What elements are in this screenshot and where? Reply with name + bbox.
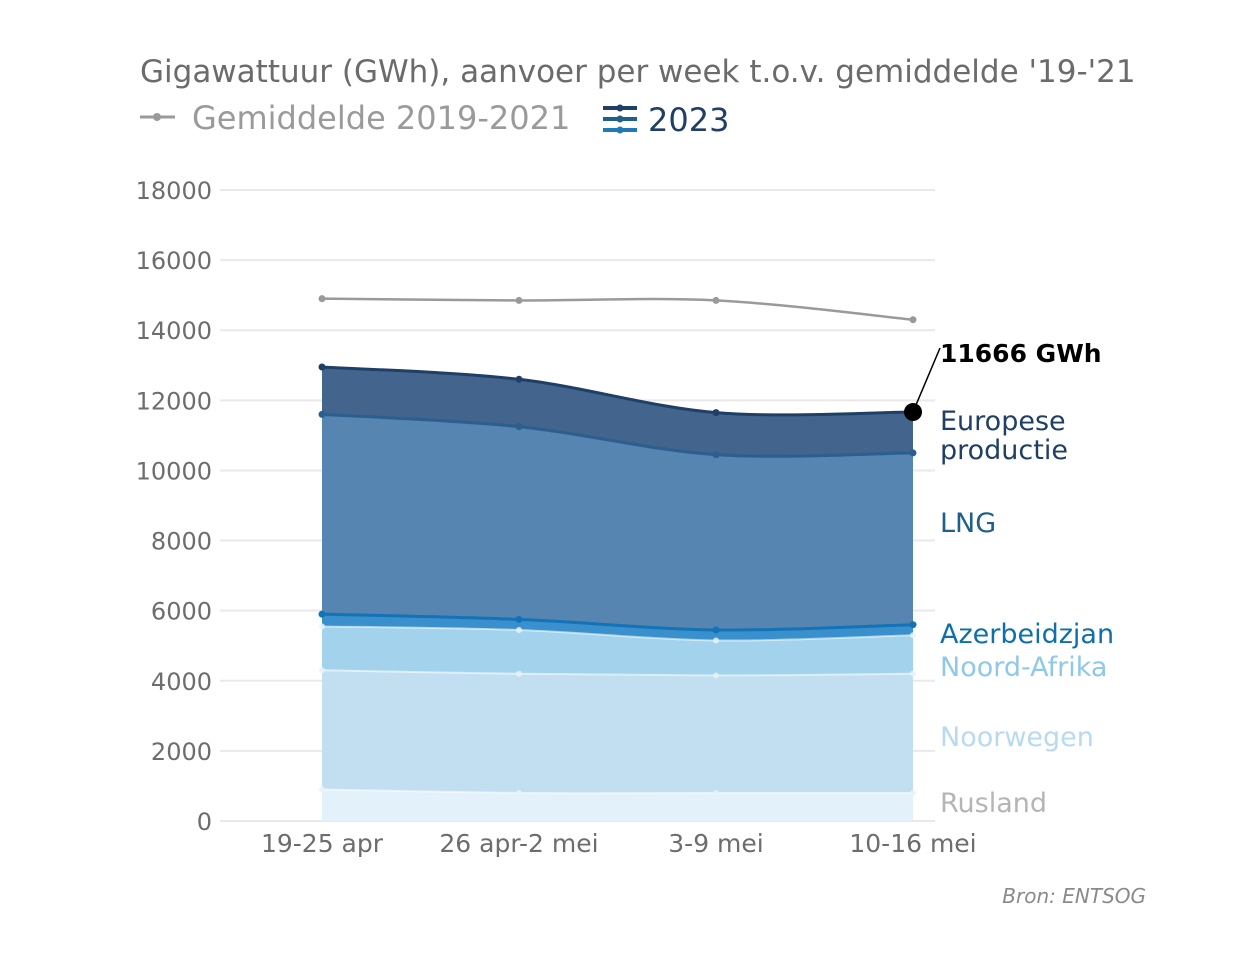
legend-label-average: Gemiddelde 2019-2021 — [192, 99, 570, 137]
legend-swatch-2023-dot-2 — [616, 115, 624, 123]
point-average-3 — [909, 316, 917, 324]
y-tick-label-16000: 16000 — [136, 247, 212, 275]
series-label-noorwegen: Noorwegen — [940, 722, 1094, 753]
point-rusland-3 — [910, 789, 916, 796]
area-noorwegen — [322, 670, 913, 794]
series-label-europese-productie-0: Europese — [940, 406, 1066, 437]
line-noorwegen — [321, 669, 914, 677]
x-tick-label-2: 3-9 mei — [668, 829, 763, 858]
chart-title: Gigawattuur (GWh), aanvoer per week t.o.… — [140, 54, 1136, 90]
legend-label-2023: 2023 — [648, 101, 729, 139]
annotation-leader — [912, 347, 941, 413]
y-tick-label-4000: 4000 — [151, 668, 212, 696]
point-rusland-0 — [319, 786, 325, 793]
annotation: 11666 GWh — [904, 339, 1102, 422]
area-azerbeidzjan — [322, 614, 913, 641]
series-label-europese-productie-1: productie — [940, 435, 1068, 466]
annotation-point — [904, 403, 922, 422]
y-tick-label-2000: 2000 — [151, 738, 212, 766]
point-noorwegen-3 — [910, 670, 916, 677]
legend-swatch-2023-dot-1 — [616, 104, 624, 112]
legend-swatch-2023-dot-3 — [616, 126, 624, 134]
point-noorwegen-2 — [713, 672, 719, 679]
y-tick-label-6000: 6000 — [151, 598, 212, 626]
x-axis-ticks: 19-25 apr 26 apr-2 mei 3-9 mei 10-16 mei — [261, 829, 977, 858]
point-europese-productie-1 — [515, 375, 523, 383]
point-azerbeidzjan-1 — [515, 615, 523, 623]
annotation-label: 11666 GWh — [940, 339, 1102, 368]
y-tick-label-18000: 18000 — [136, 177, 212, 205]
point-average-2 — [712, 296, 720, 304]
series-label-rusland: Rusland — [940, 788, 1047, 819]
point-azerbeidzjan-3 — [909, 621, 917, 629]
point-average-0 — [318, 295, 326, 303]
point-noord-afrika-3 — [910, 632, 916, 639]
series-label-azerbeidzjan: Azerbeidzjan — [940, 619, 1114, 650]
point-lng-2 — [712, 451, 720, 459]
line-azerbeidzjan — [321, 612, 914, 632]
point-europese-productie-2 — [712, 409, 720, 417]
legend: Gemiddelde 2019-2021 2023 — [140, 99, 729, 139]
point-lng-0 — [318, 410, 326, 418]
x-tick-label-3: 10-16 mei — [849, 829, 976, 858]
line-lng — [321, 412, 914, 458]
legend-item-2023: 2023 — [603, 101, 729, 139]
y-axis-ticks: 0 2000 4000 6000 8000 10000 12000 14000 16000 180… — [136, 177, 212, 836]
point-noord-afrika-2 — [713, 637, 719, 644]
area-rusland — [322, 789, 913, 821]
y-tick-label-8000: 8000 — [151, 528, 212, 556]
series-label-lng: LNG — [940, 508, 996, 539]
y-tick-label-12000: 12000 — [136, 387, 212, 415]
y-tick-label-14000: 14000 — [136, 317, 212, 345]
line-europese-productie — [321, 365, 914, 417]
area-europese-productie — [322, 367, 913, 457]
series-labels: Rusland Noorwegen Noord-AfrikaAzerbeidzjan… — [940, 406, 1114, 819]
point-noorwegen-0 — [319, 667, 325, 674]
y-tick-label-10000: 10000 — [136, 457, 212, 485]
legend-swatch-average-dot — [153, 113, 161, 121]
legend-item-average: Gemiddelde 2019-2021 — [140, 99, 570, 137]
line-rusland — [321, 788, 913, 795]
point-rusland-1 — [516, 789, 522, 796]
point-noorwegen-1 — [516, 670, 522, 677]
point-europese-productie-0 — [318, 363, 326, 371]
series-label-noord-afrika: Noord-Afrika — [940, 652, 1107, 683]
point-lng-1 — [515, 423, 523, 431]
x-tick-label-1: 26 apr-2 mei — [439, 829, 598, 858]
line-average — [321, 297, 914, 321]
source-note: Bron: ENTSOG — [1002, 884, 1146, 908]
x-tick-label-0: 19-25 apr — [261, 829, 384, 858]
line-noord-afrika — [321, 625, 914, 642]
point-noord-afrika-0 — [319, 623, 325, 630]
series-lines — [318, 363, 917, 796]
average-line — [318, 295, 917, 324]
area-noord-afrika — [322, 626, 913, 676]
stacked-areas — [322, 367, 913, 821]
y-tick-label-0: 0 — [197, 808, 212, 836]
point-average-1 — [515, 296, 523, 304]
point-noord-afrika-1 — [516, 626, 522, 633]
point-rusland-2 — [713, 789, 719, 796]
point-azerbeidzjan-0 — [318, 610, 326, 618]
point-lng-3 — [909, 449, 917, 457]
area-lng — [322, 414, 913, 631]
point-azerbeidzjan-2 — [712, 626, 720, 634]
